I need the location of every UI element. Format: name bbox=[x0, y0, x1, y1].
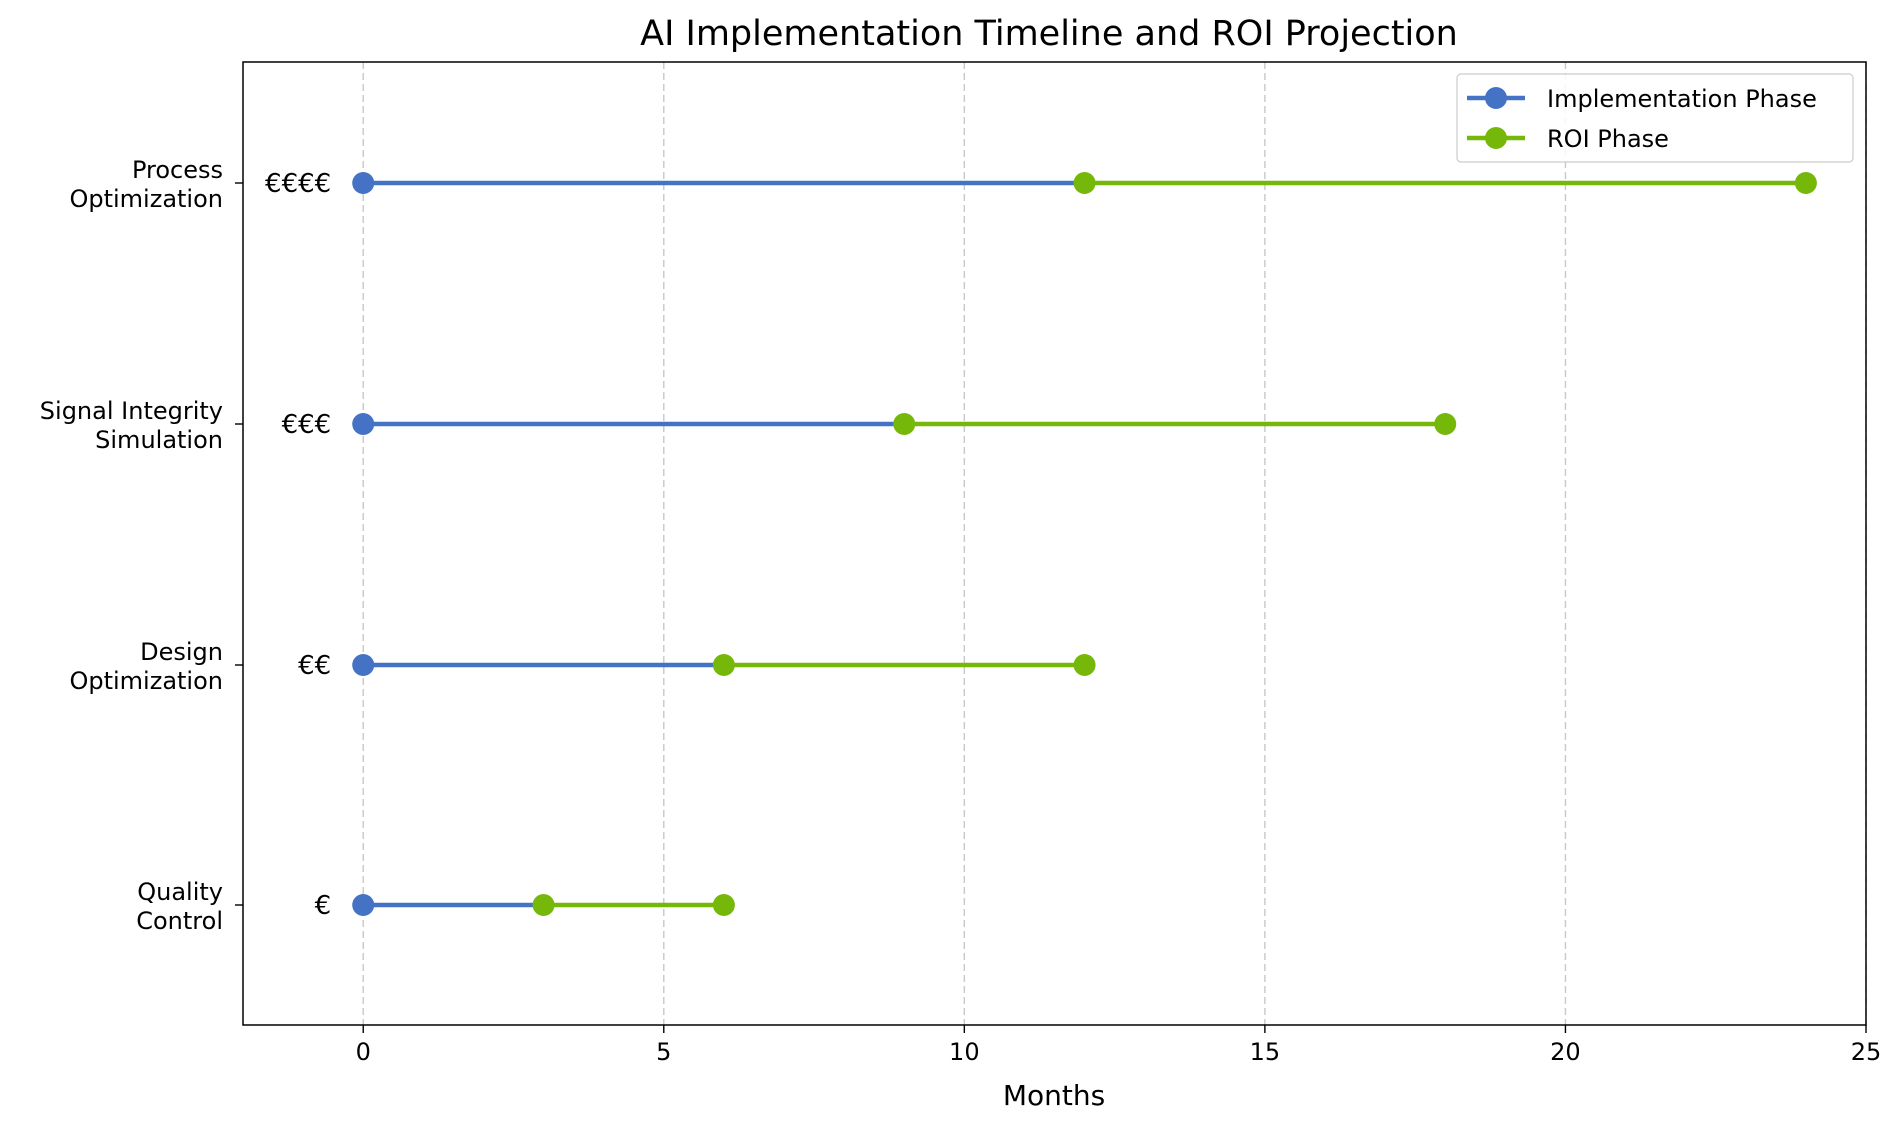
y-tick-label: Optimization bbox=[69, 185, 223, 213]
legend-label: Implementation Phase bbox=[1547, 85, 1817, 113]
legend-marker bbox=[1485, 87, 1507, 109]
x-tick-label: 25 bbox=[1851, 1038, 1882, 1066]
legend: Implementation Phase ROI Phase bbox=[1456, 73, 1854, 163]
x-tick-label: 0 bbox=[356, 1038, 371, 1066]
implementation-start-point bbox=[352, 894, 375, 916]
implementation-start-point bbox=[352, 654, 375, 676]
legend-frame bbox=[1456, 73, 1854, 163]
legend-marker bbox=[1485, 127, 1507, 149]
y-tick-label: Signal Integrity bbox=[40, 397, 223, 425]
legend-label: ROI Phase bbox=[1547, 125, 1669, 153]
implementation-start-point bbox=[352, 413, 375, 435]
cost-label: €€€€ bbox=[265, 169, 331, 199]
y-tick-label: Process bbox=[132, 156, 223, 184]
y-tick-label: Simulation bbox=[95, 426, 223, 454]
roi-end-point bbox=[1794, 172, 1817, 194]
roi-start-point bbox=[893, 413, 916, 435]
roi-start-point bbox=[532, 894, 555, 916]
cost-label: € bbox=[315, 891, 332, 921]
x-tick-label: 15 bbox=[1250, 1038, 1281, 1066]
x-tick-label: 20 bbox=[1550, 1038, 1581, 1066]
chart-title: AI Implementation Timeline and ROI Proje… bbox=[640, 14, 1458, 54]
roi-end-point bbox=[1434, 413, 1457, 435]
cost-label: €€ bbox=[298, 651, 331, 681]
roi-end-point bbox=[712, 894, 735, 916]
y-tick-label: Control bbox=[136, 907, 223, 935]
grid-lines bbox=[362, 62, 1867, 1025]
implementation-start-point bbox=[352, 172, 375, 194]
cost-label: €€€ bbox=[282, 410, 332, 440]
roi-start-point bbox=[712, 654, 735, 676]
x-axis-ticks: 0 5 10 15 20 25 bbox=[356, 1025, 1882, 1066]
y-tick-label: Quality bbox=[137, 878, 223, 906]
y-tick-label: Optimization bbox=[69, 667, 223, 695]
x-axis-label: Months bbox=[1003, 1079, 1105, 1112]
plot-frame bbox=[242, 61, 1867, 1026]
x-tick-label: 5 bbox=[656, 1038, 671, 1066]
y-tick-label: Design bbox=[140, 638, 223, 666]
roi-start-point bbox=[1073, 172, 1096, 194]
chart-marks: €€€€€€€€€€ bbox=[265, 169, 1817, 921]
x-tick-label: 10 bbox=[949, 1038, 980, 1066]
roi-end-point bbox=[1073, 654, 1096, 676]
